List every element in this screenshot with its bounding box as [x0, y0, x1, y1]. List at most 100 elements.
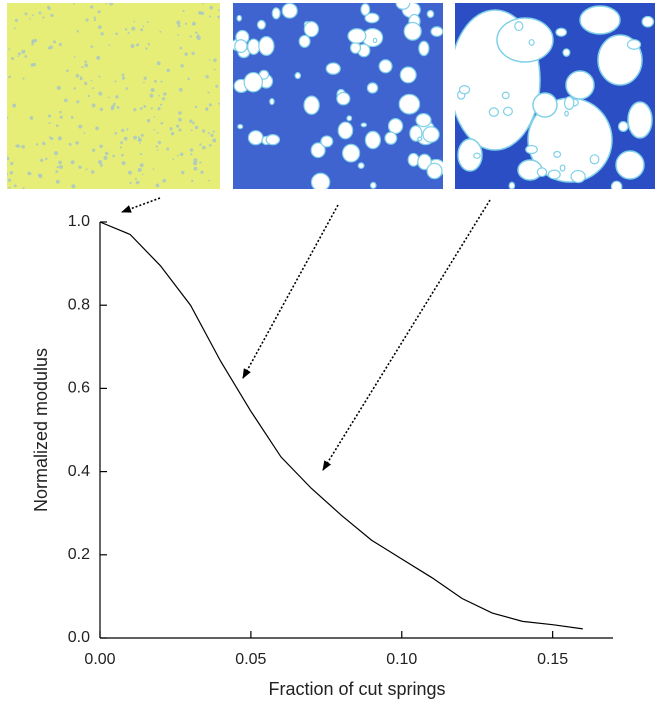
- void: [497, 18, 553, 62]
- void: [563, 49, 570, 56]
- texture: [202, 146, 206, 150]
- texture: [154, 116, 156, 118]
- void: [326, 63, 340, 74]
- texture: [190, 35, 192, 37]
- texture: [120, 141, 123, 144]
- void: [371, 182, 376, 188]
- void: [419, 41, 429, 55]
- texture: [109, 2, 113, 6]
- texture: [71, 116, 74, 119]
- texture: [193, 23, 195, 25]
- texture: [8, 75, 11, 78]
- texture: [90, 5, 93, 8]
- texture: [199, 162, 201, 164]
- void: [379, 60, 392, 73]
- texture: [69, 143, 72, 146]
- y-tick-label: 0.0: [68, 629, 90, 646]
- data-line: [100, 222, 583, 629]
- void: [272, 8, 280, 19]
- texture: [115, 95, 118, 98]
- texture: [208, 132, 210, 134]
- void: [627, 40, 640, 50]
- texture: [125, 28, 127, 30]
- texture: [10, 171, 13, 174]
- void: [235, 40, 247, 53]
- void: [408, 153, 419, 166]
- void: [611, 181, 621, 192]
- texture: [154, 80, 157, 83]
- texture: [15, 19, 18, 22]
- void: [427, 163, 442, 178]
- texture: [91, 170, 95, 174]
- texture: [105, 2, 107, 4]
- texture: [209, 144, 212, 147]
- void: [321, 136, 333, 147]
- arrow: [323, 200, 490, 470]
- texture: [145, 47, 147, 49]
- texture: [190, 153, 192, 155]
- texture: [213, 58, 217, 62]
- texture: [121, 154, 124, 157]
- texture: [217, 16, 220, 19]
- texture: [158, 141, 161, 144]
- texture: [86, 168, 88, 170]
- texture: [133, 21, 135, 23]
- texture: [36, 143, 38, 145]
- texture: [23, 78, 25, 80]
- texture: [166, 69, 170, 73]
- x-tick-label: 0.00: [84, 651, 115, 668]
- texture: [190, 148, 193, 151]
- texture: [151, 88, 155, 92]
- void: [388, 119, 402, 134]
- texture: [120, 146, 122, 148]
- texture: [109, 44, 111, 46]
- x-tick-label: 0.05: [235, 651, 266, 668]
- texture: [139, 143, 141, 145]
- texture: [6, 173, 8, 175]
- texture: [195, 126, 198, 129]
- texture: [126, 87, 129, 90]
- texture: [32, 14, 34, 16]
- texture: [91, 80, 93, 82]
- void: [311, 173, 329, 191]
- texture: [94, 19, 96, 21]
- void: [504, 107, 513, 115]
- texture: [8, 187, 10, 189]
- texture: [17, 55, 19, 57]
- texture: [131, 44, 135, 48]
- texture: [210, 134, 213, 137]
- texture: [96, 56, 100, 60]
- texture: [71, 184, 75, 188]
- void: [502, 92, 509, 98]
- void: [365, 131, 380, 148]
- texture: [25, 12, 28, 15]
- arrow: [122, 198, 160, 212]
- y-tick-label: 0.6: [68, 380, 90, 397]
- texture: [98, 160, 102, 164]
- void: [565, 97, 574, 110]
- texture: [83, 132, 85, 134]
- void: [590, 155, 599, 164]
- texture: [138, 138, 142, 142]
- void: [400, 67, 416, 83]
- void: [361, 123, 366, 127]
- texture: [8, 178, 11, 181]
- void: [266, 135, 279, 145]
- void: [580, 6, 620, 34]
- void: [351, 42, 361, 53]
- y-tick-label: 0.2: [68, 546, 90, 563]
- void: [533, 93, 557, 117]
- texture: [157, 149, 159, 151]
- texture: [215, 85, 218, 88]
- texture: [92, 149, 95, 152]
- void: [337, 92, 350, 104]
- texture: [124, 137, 128, 141]
- texture: [64, 98, 68, 102]
- texture: [58, 136, 62, 140]
- texture: [214, 69, 216, 71]
- texture: [92, 87, 94, 89]
- texture: [163, 92, 166, 95]
- texture: [113, 103, 116, 106]
- texture: [138, 136, 140, 138]
- texture: [171, 132, 175, 136]
